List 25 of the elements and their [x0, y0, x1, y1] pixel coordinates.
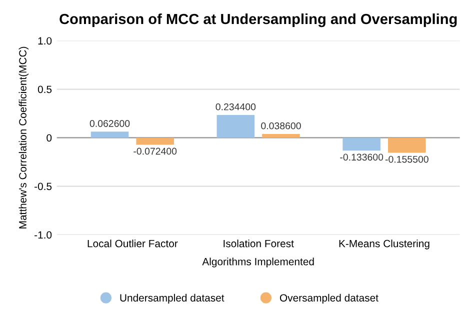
bar — [216, 114, 255, 138]
x-axis-title: Algorithms Implemented — [202, 258, 314, 268]
bar — [90, 132, 129, 138]
y-tick-label: 0 — [46, 134, 52, 142]
data-label: 0.234400 — [216, 103, 256, 110]
x-tick-label: Isolation Forest — [224, 240, 294, 248]
legend-label: Oversampled dataset — [280, 294, 378, 304]
data-label: -0.133600 — [340, 154, 384, 161]
data-label: 0.062600 — [90, 120, 130, 127]
bar — [388, 138, 426, 153]
y-tick-label: 1.0 — [38, 37, 52, 45]
data-label: -0.072400 — [134, 148, 177, 155]
chart-title: Comparison of MCC at Undersampling and Oversampling — [60, 13, 457, 28]
data-label: -0.155500 — [385, 156, 428, 163]
bar — [342, 138, 380, 151]
y-tick-label: 0.5 — [38, 86, 52, 94]
data-label: 0.038600 — [261, 122, 301, 130]
x-tick-label: K-Means Clustering — [339, 240, 430, 250]
y-axis-title: Matthew's Correlation Coefficient(MCC) — [18, 46, 29, 228]
bar — [262, 134, 300, 138]
legend-label: Undersampled dataset — [120, 294, 224, 304]
y-tick-label: -0.5 — [34, 182, 52, 190]
x-tick-label: Local Outlier Factor — [88, 240, 178, 248]
y-tick-label: -1.0 — [34, 231, 52, 239]
bar — [136, 138, 174, 145]
